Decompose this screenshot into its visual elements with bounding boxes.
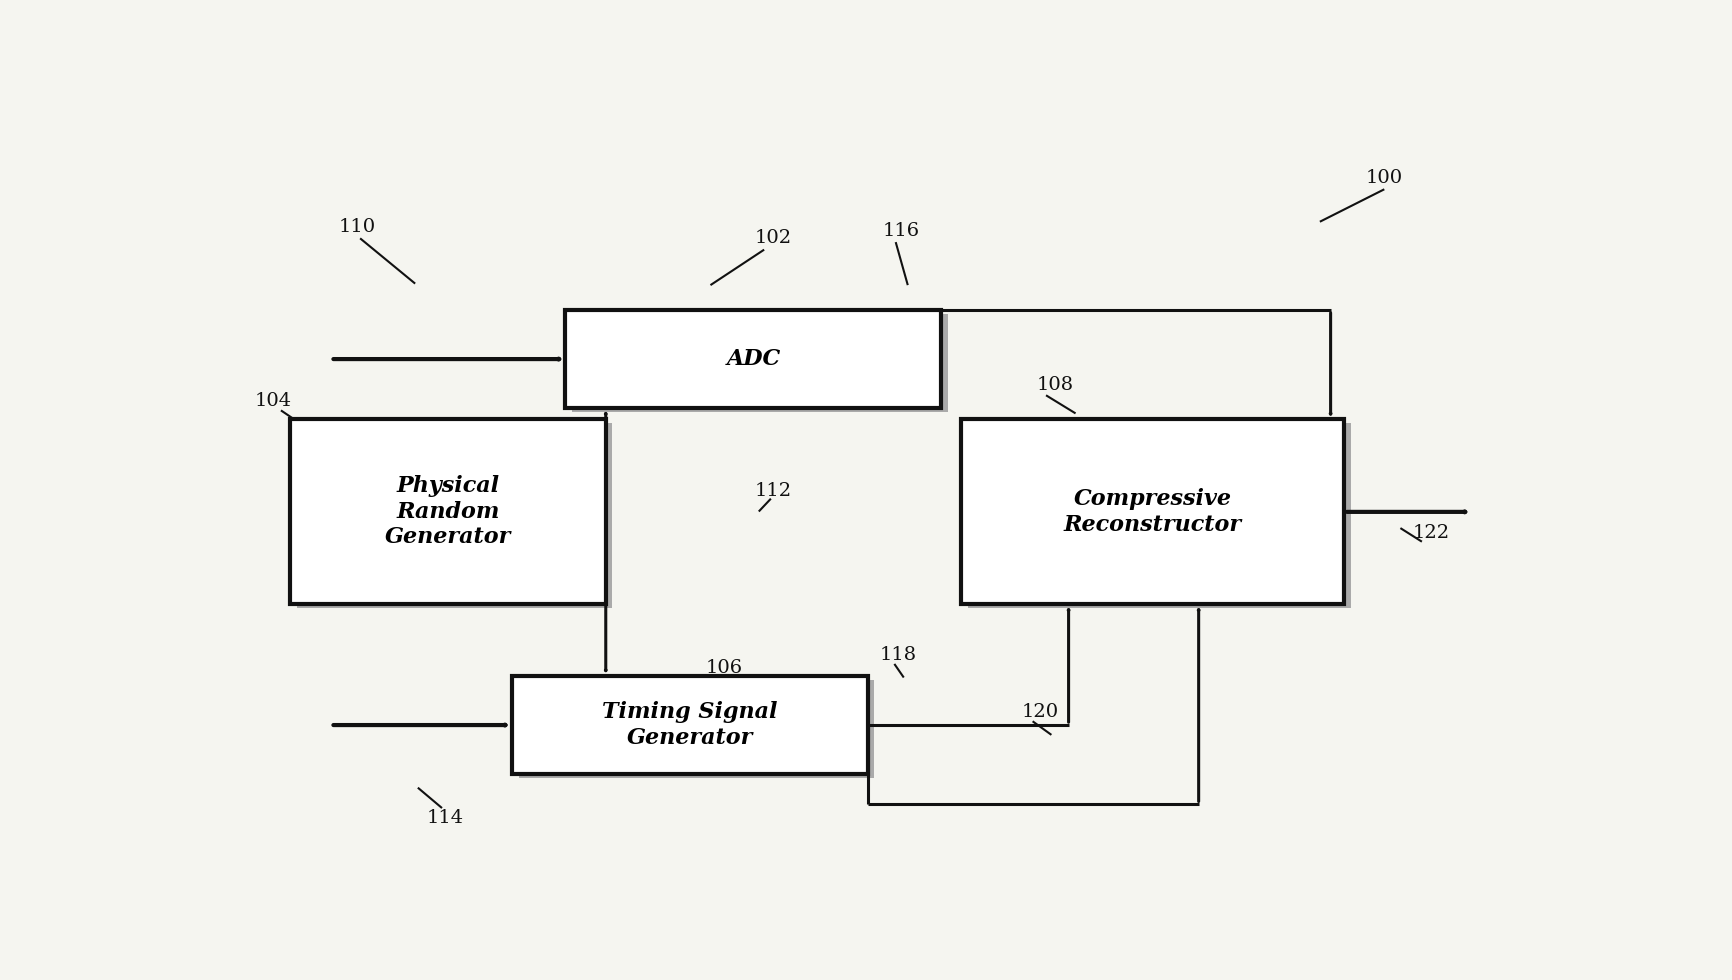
Bar bbox=[961, 419, 1344, 605]
Text: 102: 102 bbox=[755, 229, 792, 247]
Text: 108: 108 bbox=[1037, 376, 1074, 395]
Text: 112: 112 bbox=[755, 482, 792, 500]
Bar bbox=[518, 680, 875, 778]
Text: 110: 110 bbox=[339, 218, 376, 236]
Text: 114: 114 bbox=[426, 808, 462, 827]
Text: 106: 106 bbox=[705, 660, 743, 677]
Bar bbox=[572, 314, 947, 412]
Text: 116: 116 bbox=[883, 221, 920, 240]
Bar bbox=[298, 423, 613, 608]
Text: Timing Signal
Generator: Timing Signal Generator bbox=[603, 702, 778, 749]
Bar bbox=[968, 423, 1351, 608]
Text: 118: 118 bbox=[880, 646, 916, 663]
Text: Compressive
Reconstructor: Compressive Reconstructor bbox=[1063, 488, 1242, 536]
Text: ADC: ADC bbox=[726, 348, 781, 370]
Text: Physical
Random
Generator: Physical Random Generator bbox=[385, 475, 511, 548]
Text: 120: 120 bbox=[1022, 704, 1060, 721]
Text: 100: 100 bbox=[1367, 169, 1403, 187]
Text: 122: 122 bbox=[1413, 523, 1450, 542]
Text: 104: 104 bbox=[255, 392, 291, 410]
Bar bbox=[291, 419, 606, 605]
Bar bbox=[565, 310, 942, 408]
Bar bbox=[513, 676, 868, 774]
